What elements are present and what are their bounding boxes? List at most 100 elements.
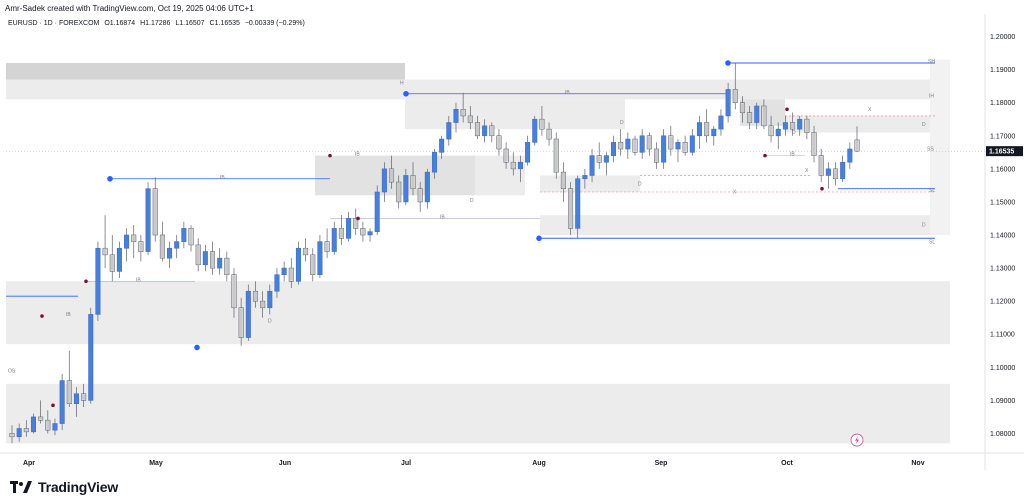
candle[interactable]: [124, 228, 130, 262]
candle[interactable]: [245, 284, 251, 341]
candle[interactable]: [503, 142, 509, 169]
candle[interactable]: [188, 225, 194, 252]
candle[interactable]: [689, 129, 695, 156]
candle[interactable]: [195, 238, 201, 272]
candle[interactable]: [231, 268, 237, 318]
candle[interactable]: [81, 383, 87, 407]
candle[interactable]: [317, 235, 323, 278]
candle[interactable]: [553, 132, 559, 179]
candle[interactable]: [632, 135, 638, 156]
candle[interactable]: [45, 410, 51, 434]
candle[interactable]: [453, 102, 459, 133]
candle[interactable]: [525, 135, 531, 166]
candle[interactable]: [381, 162, 387, 202]
candle[interactable]: [396, 175, 402, 209]
candle[interactable]: [847, 142, 853, 169]
candle[interactable]: [260, 291, 266, 318]
candle[interactable]: [174, 235, 180, 259]
candle[interactable]: [840, 155, 846, 183]
candle[interactable]: [131, 225, 137, 259]
price-chart[interactable]: SH IH SL SL D D D D D D IB IB IB IB IB IB X X X H SS OS IB D 1.…: [0, 14, 1024, 474]
candle[interactable]: [209, 241, 216, 275]
symbol-name[interactable]: EURUSD · 1D · FOREXCOM: [8, 20, 100, 27]
candle[interactable]: [646, 132, 652, 156]
candle[interactable]: [424, 168, 430, 209]
candle[interactable]: [145, 182, 151, 255]
candle[interactable]: [611, 135, 617, 163]
candle[interactable]: [303, 238, 309, 262]
candle[interactable]: [797, 115, 803, 136]
candle[interactable]: [324, 228, 330, 259]
candle[interactable]: [102, 215, 108, 269]
candle[interactable]: [431, 149, 438, 179]
candle[interactable]: [582, 168, 588, 189]
candle[interactable]: [252, 281, 258, 308]
candle[interactable]: [804, 115, 810, 140]
candle[interactable]: [761, 99, 767, 130]
candle[interactable]: [439, 135, 445, 159]
candle[interactable]: [38, 400, 44, 424]
candle[interactable]: [389, 155, 395, 189]
candle[interactable]: [109, 235, 115, 282]
candle[interactable]: [768, 115, 774, 143]
candle[interactable]: [496, 129, 502, 156]
candle[interactable]: [281, 261, 287, 282]
candle[interactable]: [267, 284, 273, 315]
candle[interactable]: [16, 423, 22, 442]
candle[interactable]: [116, 241, 122, 278]
candle[interactable]: [811, 125, 817, 163]
candle[interactable]: [517, 155, 523, 183]
candle[interactable]: [546, 122, 552, 146]
candle[interactable]: [52, 418, 58, 436]
candle[interactable]: [603, 152, 609, 176]
candle[interactable]: [446, 115, 452, 146]
candle[interactable]: [704, 109, 710, 143]
candle[interactable]: [295, 241, 301, 285]
candle[interactable]: [403, 168, 409, 206]
candle[interactable]: [360, 221, 366, 242]
candle[interactable]: [88, 307, 94, 404]
candle[interactable]: [639, 129, 645, 159]
candle[interactable]: [718, 109, 724, 136]
candle[interactable]: [539, 106, 545, 136]
candle[interactable]: [711, 125, 717, 146]
candle[interactable]: [224, 251, 230, 282]
candle[interactable]: [747, 106, 753, 130]
candle[interactable]: [331, 221, 337, 255]
candle[interactable]: [782, 115, 788, 136]
candle[interactable]: [167, 241, 173, 269]
candle[interactable]: [596, 142, 602, 169]
candle[interactable]: [575, 175, 581, 239]
candle[interactable]: [754, 102, 760, 130]
candle[interactable]: [625, 132, 631, 159]
candle[interactable]: [9, 425, 15, 444]
candle[interactable]: [338, 215, 344, 245]
candle[interactable]: [854, 126, 860, 153]
candle[interactable]: [661, 129, 667, 169]
candle[interactable]: [560, 162, 566, 202]
candle[interactable]: [217, 248, 223, 275]
candle[interactable]: [775, 122, 781, 149]
candle[interactable]: [474, 115, 480, 140]
candle[interactable]: [417, 182, 423, 212]
candle[interactable]: [367, 228, 373, 242]
candle[interactable]: [482, 119, 488, 143]
candle[interactable]: [467, 106, 473, 130]
candle[interactable]: [790, 112, 796, 136]
candle[interactable]: [675, 139, 681, 163]
candle[interactable]: [410, 162, 416, 196]
candle[interactable]: [832, 162, 839, 186]
candle[interactable]: [95, 241, 101, 321]
candle[interactable]: [30, 413, 37, 434]
candle[interactable]: [274, 268, 280, 298]
candle[interactable]: [739, 96, 745, 123]
candle[interactable]: [568, 182, 574, 235]
candle[interactable]: [181, 221, 187, 249]
candle[interactable]: [238, 297, 244, 346]
candle[interactable]: [825, 162, 831, 189]
candle[interactable]: [23, 420, 29, 437]
candle[interactable]: [510, 152, 516, 176]
candle[interactable]: [532, 115, 538, 146]
candle[interactable]: [152, 177, 158, 242]
candle[interactable]: [618, 129, 624, 156]
